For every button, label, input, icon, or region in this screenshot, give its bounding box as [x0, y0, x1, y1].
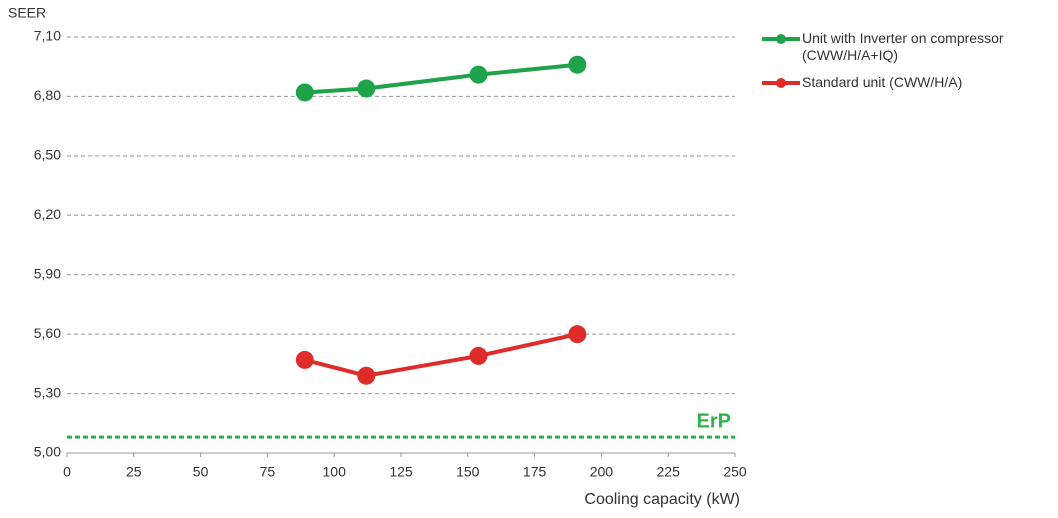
x-tick-label: 125	[389, 464, 413, 480]
x-tick-label: 175	[523, 464, 547, 480]
y-axis-title: SEER	[8, 5, 46, 21]
point	[469, 346, 488, 365]
point	[295, 350, 314, 369]
legend-item: Unit with Inverter on compressor (CWW/H/…	[760, 30, 1030, 64]
y-tick-label: 6,80	[34, 87, 61, 103]
legend: Unit with Inverter on compressor (CWW/H/…	[760, 30, 1030, 102]
point	[469, 65, 488, 84]
x-tick-label: 25	[126, 464, 142, 480]
x-tick-label: 250	[723, 464, 747, 480]
legend-label: Standard unit (CWW/H/A)	[802, 74, 963, 90]
x-tick-label: 50	[193, 464, 209, 480]
x-tick-label: 200	[590, 464, 614, 480]
x-tick-label: 225	[657, 464, 681, 480]
point	[568, 325, 587, 344]
legend-swatch	[762, 34, 800, 44]
y-tick-label: 5,00	[34, 444, 61, 460]
y-tick-label: 7,10	[34, 28, 61, 44]
legend-item: Standard unit (CWW/H/A)	[760, 74, 1030, 92]
x-tick-label: 75	[260, 464, 276, 480]
legend-swatch	[762, 78, 800, 88]
x-tick-label: 100	[323, 464, 347, 480]
y-tick-label: 5,60	[34, 325, 61, 341]
point	[357, 366, 376, 385]
point	[357, 79, 376, 98]
y-tick-label: 5,90	[34, 265, 61, 281]
erp-label: ErP	[697, 410, 731, 432]
point	[295, 83, 314, 102]
x-tick-label: 150	[456, 464, 480, 480]
x-axis-title: Cooling capacity (kW)	[584, 491, 740, 508]
y-tick-label: 6,50	[34, 147, 61, 163]
series-line	[304, 62, 578, 95]
legend-label: Unit with Inverter on compressor (CWW/H/…	[802, 30, 1004, 63]
y-tick-label: 6,20	[34, 206, 61, 222]
legend-marker	[776, 78, 786, 88]
y-tick-label: 5,30	[34, 384, 61, 400]
legend-marker	[776, 34, 786, 44]
x-tick-label: 0	[63, 464, 71, 480]
series-line	[304, 332, 578, 378]
point	[568, 55, 587, 74]
